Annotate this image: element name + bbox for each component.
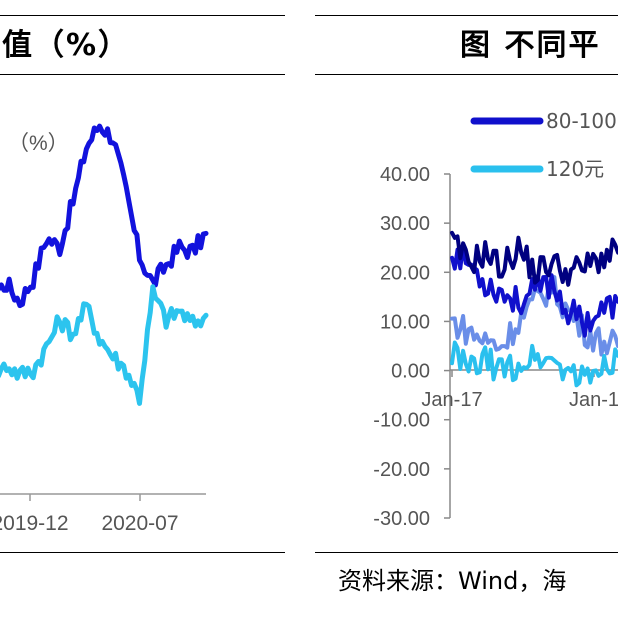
left-chart-title: 均值（%） bbox=[0, 28, 131, 63]
right-chart-title: 图 不同平 bbox=[460, 28, 601, 63]
left-x-tick-label: 2019-12 bbox=[0, 512, 69, 535]
left-x-tick-label: 2020-07 bbox=[101, 512, 178, 535]
right-x-tick-label: Jan-17 bbox=[421, 389, 482, 411]
left-bottom-rule bbox=[0, 552, 285, 553]
right-y-tick-label: 20.00 bbox=[380, 262, 430, 284]
legend-label: 80-100 bbox=[546, 109, 617, 133]
right-series-line bbox=[450, 243, 618, 338]
right-y-tick-label: 40.00 bbox=[380, 164, 430, 186]
left-chart: 2019-12 2020-07 （%） bbox=[0, 123, 209, 535]
right-y-tick-label: -20.00 bbox=[373, 459, 430, 481]
right-y-tick-label: -10.00 bbox=[373, 410, 430, 432]
right-y-tick-label: 30.00 bbox=[380, 213, 430, 235]
left-series-line bbox=[0, 284, 209, 406]
left-top-rule bbox=[0, 15, 285, 16]
right-y-tick-label: 0.00 bbox=[391, 361, 430, 383]
left-unit-label: （%） bbox=[8, 132, 69, 155]
right-series-line bbox=[450, 340, 618, 388]
right-y-tick-label: -30.00 bbox=[373, 508, 430, 530]
right-x-tick-label: Jan-1 bbox=[569, 389, 618, 411]
right-title-rule bbox=[315, 74, 618, 75]
right-y-tick-label: 10.00 bbox=[380, 311, 430, 333]
source-note: 资料来源：Wind，海 bbox=[338, 567, 567, 595]
right-bottom-rule bbox=[315, 552, 618, 553]
left-title-rule bbox=[0, 74, 285, 75]
left-series-line bbox=[0, 123, 209, 309]
right-series-line bbox=[450, 230, 618, 287]
right-chart: 40.00 30.00 20.00 10.00 0.00 -10.00 -20.00 -30.… bbox=[373, 109, 618, 530]
legend-label: 120元 bbox=[546, 157, 604, 181]
right-top-rule bbox=[315, 15, 618, 16]
